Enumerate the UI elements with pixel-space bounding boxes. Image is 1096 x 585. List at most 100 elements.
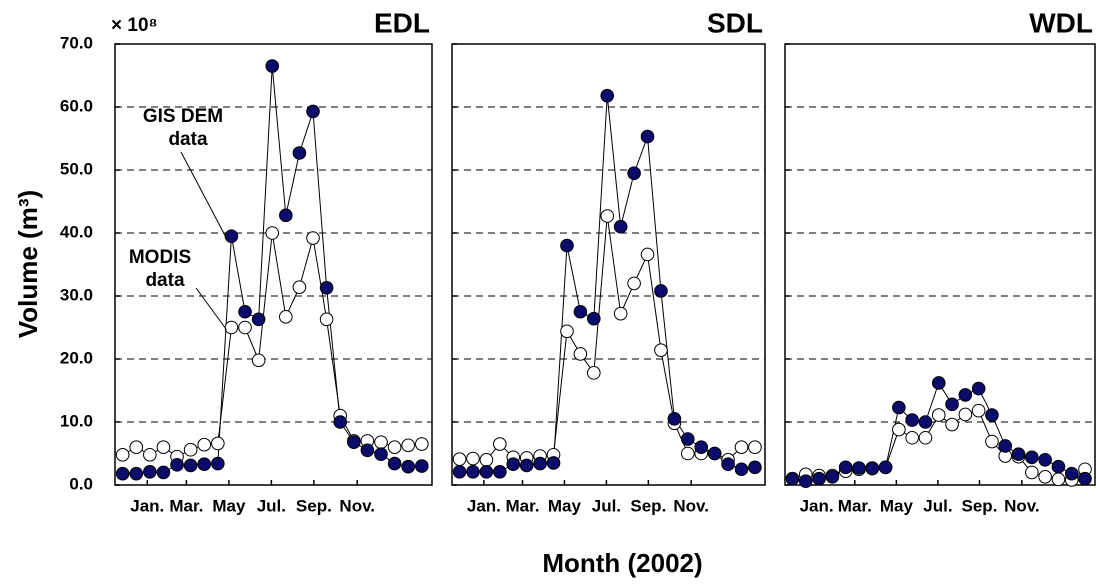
filled-marker — [865, 461, 880, 476]
filled-marker — [878, 460, 893, 475]
filled-marker — [115, 466, 130, 481]
filled-marker — [224, 229, 239, 243]
x-tick-label: Nov. — [339, 496, 375, 515]
open-marker — [374, 435, 388, 449]
x-axis-label: Month (2002) — [542, 548, 702, 578]
filled-marker — [971, 381, 986, 396]
filled-marker — [415, 459, 429, 473]
series-line — [459, 215, 755, 461]
filled-marker — [197, 457, 212, 472]
filled-marker — [506, 457, 521, 472]
open-marker — [587, 366, 601, 380]
filled-marker — [306, 104, 320, 119]
open-marker — [1051, 472, 1066, 487]
filled-marker — [694, 440, 709, 455]
filled-marker — [560, 238, 574, 253]
filled-marker — [292, 146, 307, 160]
open-marker — [466, 451, 480, 466]
series-line — [792, 381, 1086, 482]
x-tick-label: Sep. — [630, 496, 666, 515]
filled-marker — [401, 459, 416, 474]
x-tick-label: Jul. — [592, 496, 621, 515]
filled-marker — [852, 461, 866, 475]
filled-marker — [600, 88, 615, 103]
filled-marker — [905, 413, 919, 427]
filled-marker — [998, 439, 1013, 453]
open-marker — [613, 306, 628, 321]
open-marker — [238, 320, 252, 335]
filled-marker — [931, 376, 946, 390]
annotation: MODIS — [129, 247, 191, 268]
filled-marker — [347, 435, 361, 449]
open-marker — [1038, 470, 1052, 484]
open-marker — [680, 446, 695, 461]
filled-marker — [466, 464, 480, 479]
filled-marker — [640, 129, 655, 144]
filled-marker — [734, 462, 749, 477]
filled-marker — [613, 219, 628, 234]
filled-marker — [985, 408, 999, 422]
filled-marker — [170, 458, 184, 472]
annotation: data — [145, 270, 185, 291]
open-marker — [918, 430, 933, 445]
open-marker — [640, 247, 655, 262]
open-marker — [600, 209, 615, 223]
x-tick-label: Sep. — [296, 496, 332, 515]
open-marker — [292, 280, 307, 294]
filled-marker — [333, 415, 348, 429]
open-marker — [156, 440, 171, 455]
open-marker — [306, 231, 320, 245]
exponent-label: × 10⁸ — [111, 15, 158, 36]
open-marker — [129, 440, 144, 455]
open-marker — [143, 447, 157, 462]
filled-marker — [892, 400, 906, 415]
open-marker — [627, 276, 641, 291]
plot-frame — [114, 43, 433, 486]
filled-marker — [238, 304, 252, 319]
open-marker — [224, 320, 239, 335]
open-marker — [734, 440, 749, 455]
filled-marker — [493, 464, 507, 479]
filled-marker — [374, 447, 388, 461]
annotation-leader — [180, 151, 227, 239]
filled-marker — [129, 466, 144, 481]
open-marker — [479, 453, 494, 467]
filled-marker — [546, 456, 561, 470]
filled-marker — [387, 456, 402, 471]
open-marker — [985, 434, 999, 449]
x-tick-label: May — [212, 496, 246, 515]
filled-marker — [573, 304, 588, 319]
filled-marker — [812, 471, 826, 486]
open-marker — [654, 343, 668, 357]
annotation-leader — [195, 287, 227, 330]
x-tick-label: Mar. — [505, 496, 539, 515]
filled-marker — [654, 284, 668, 298]
open-marker — [1025, 465, 1039, 480]
filled-marker — [798, 474, 813, 489]
x-tick-label: Nov. — [1004, 496, 1040, 515]
filled-marker — [825, 470, 840, 484]
filled-marker — [707, 446, 722, 461]
filled-marker — [785, 471, 800, 486]
filled-marker — [319, 281, 334, 295]
filled-marker — [1011, 447, 1026, 461]
filled-marker — [667, 412, 682, 426]
open-marker — [560, 324, 574, 339]
filled-marker — [945, 397, 959, 412]
open-marker — [452, 452, 467, 466]
open-marker — [971, 403, 986, 418]
filled-marker — [156, 465, 171, 480]
x-tick-label: Nov. — [673, 496, 709, 515]
filled-marker — [452, 464, 467, 479]
filled-marker — [279, 208, 293, 223]
open-marker — [265, 226, 280, 240]
open-marker — [493, 437, 507, 451]
x-tick-label: Mar. — [838, 496, 872, 515]
filled-marker — [533, 456, 547, 471]
open-marker — [197, 437, 212, 452]
open-marker — [183, 442, 198, 457]
filled-marker — [1051, 459, 1066, 474]
open-marker — [415, 437, 429, 451]
x-tick-label: Mar. — [169, 496, 203, 515]
filled-marker — [680, 432, 695, 446]
